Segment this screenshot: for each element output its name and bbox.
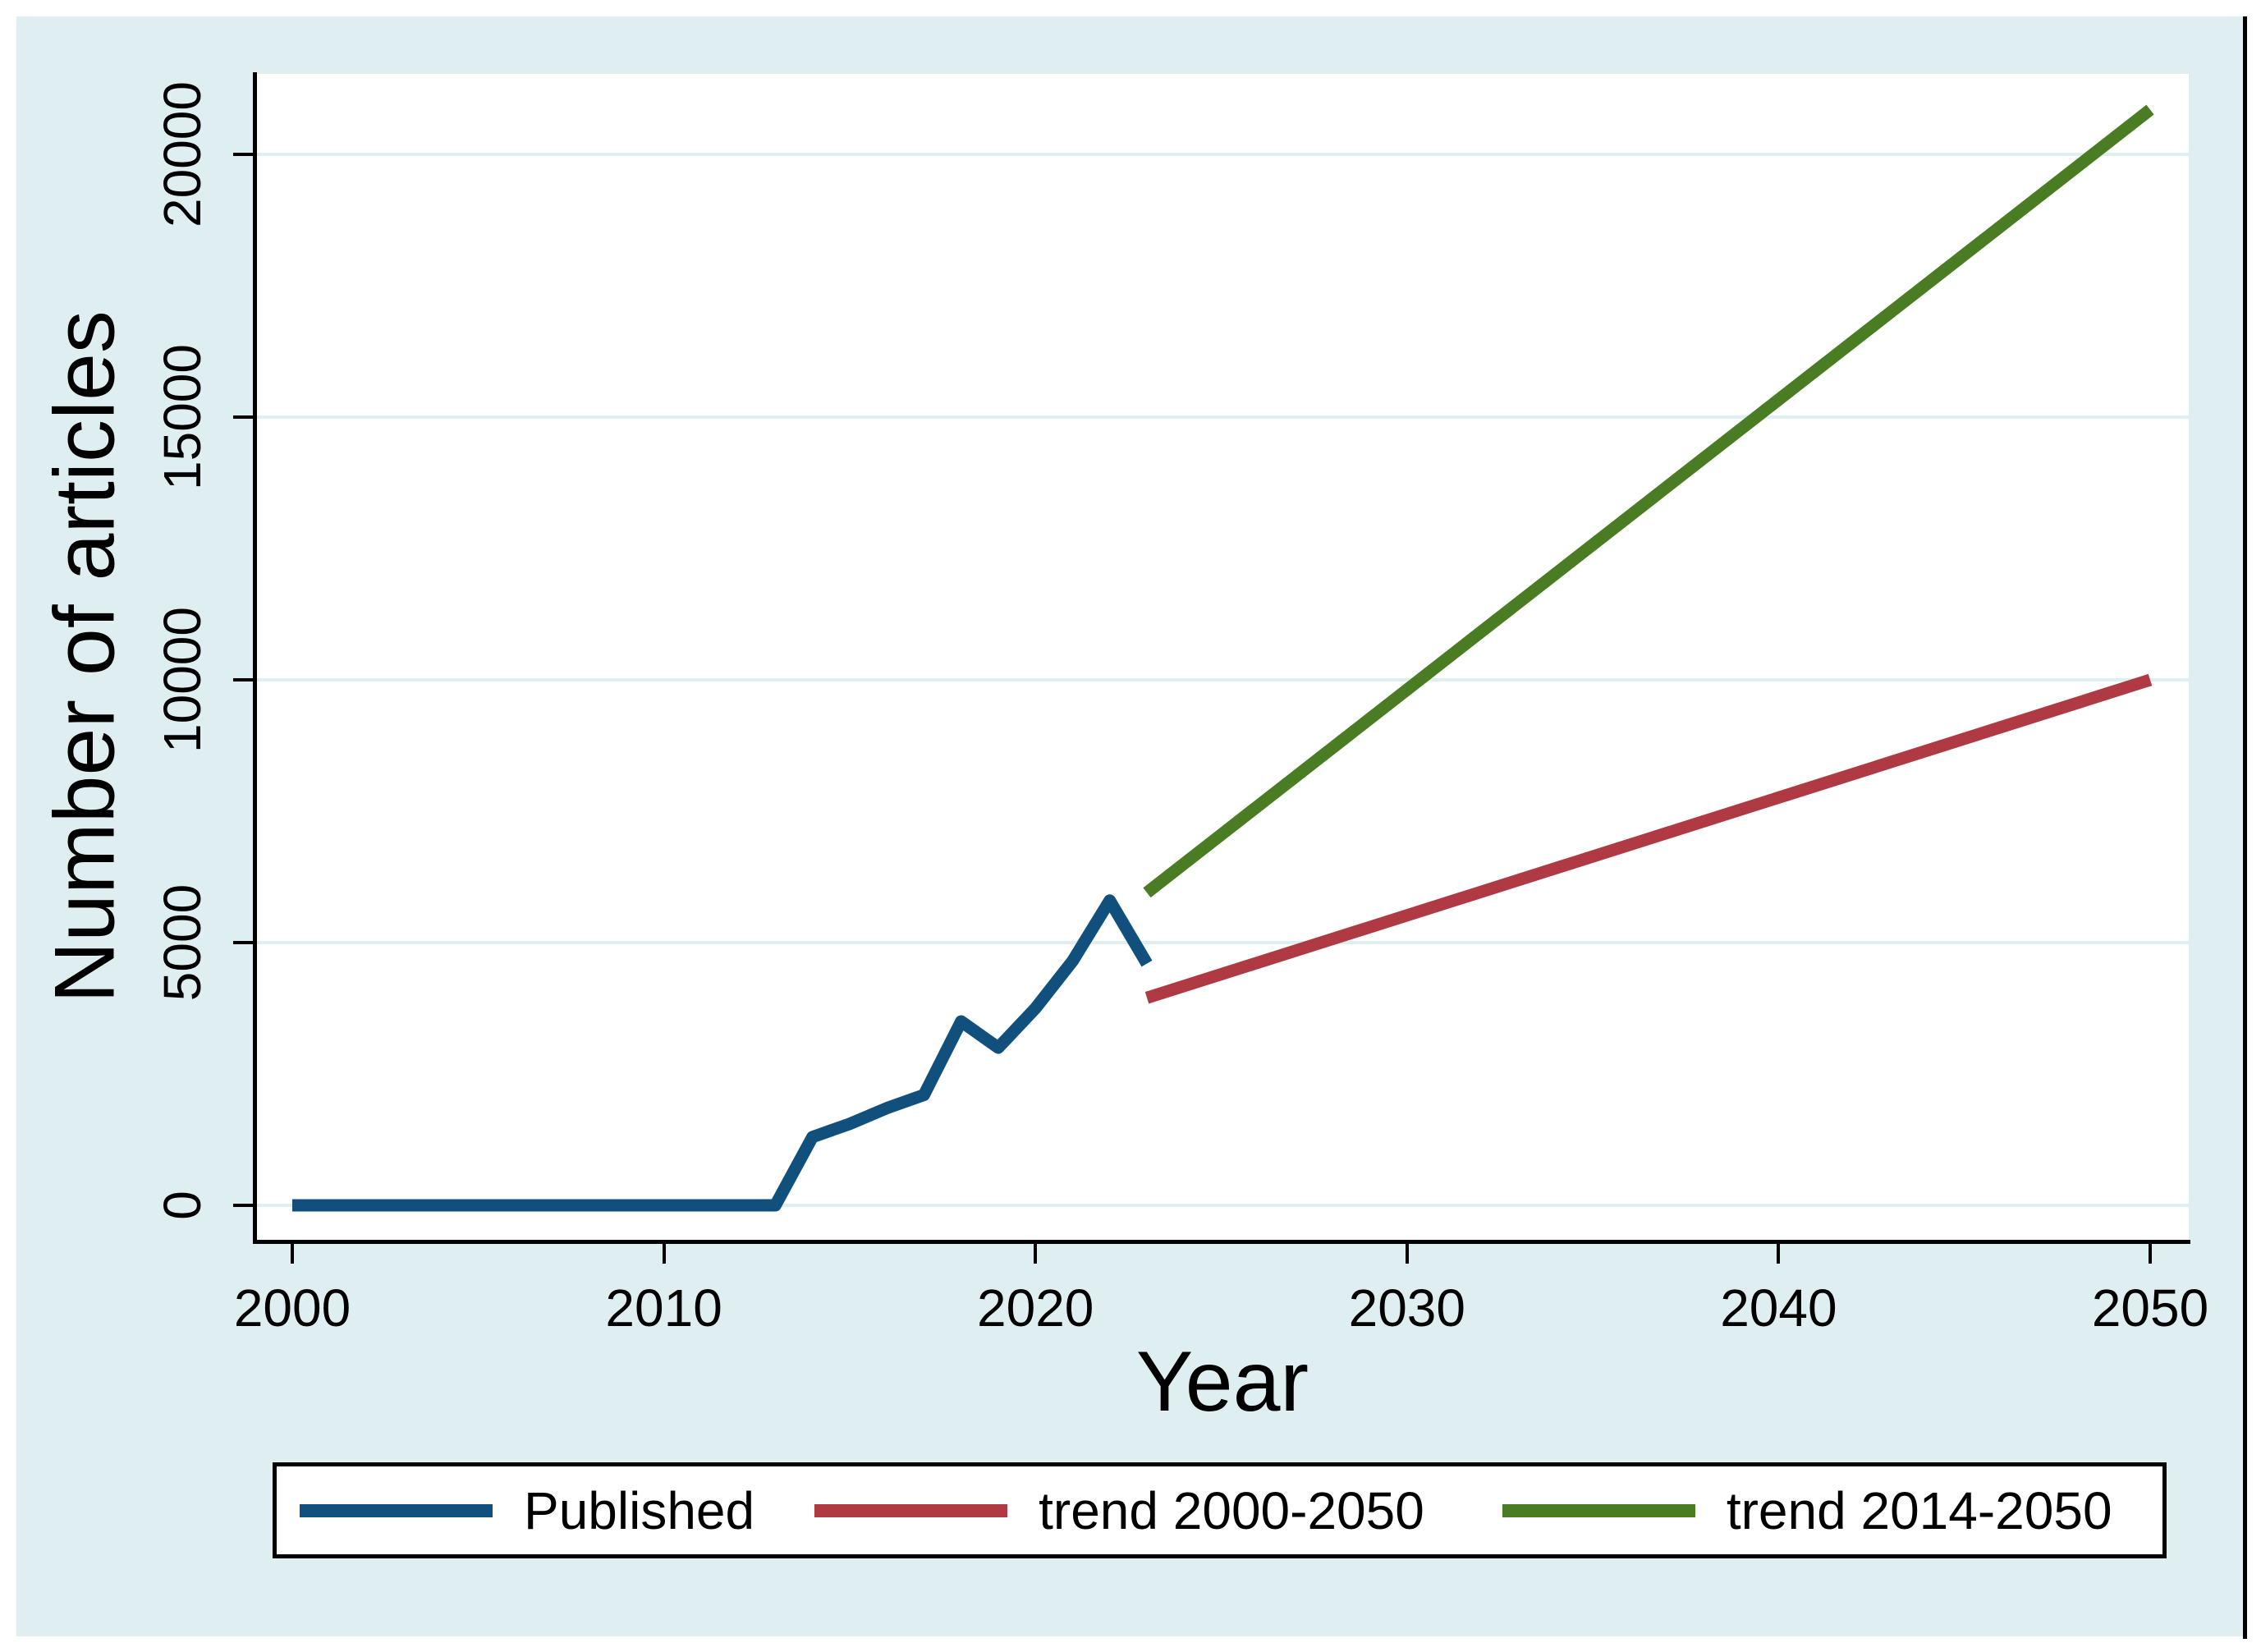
- x-tick-mark: [2149, 1244, 2152, 1264]
- legend-swatch-trend-2014-2050: [1502, 1503, 1695, 1517]
- x-tick-label: 2040: [1720, 1278, 1837, 1338]
- gridline-15000: [257, 415, 2189, 419]
- x-axis-line: [253, 1240, 2190, 1244]
- series-line-trend-2000-2050: [1144, 673, 2153, 1004]
- gridline-0: [257, 1204, 2189, 1207]
- y-axis-title: Number of articles: [37, 310, 133, 1003]
- x-tick-mark: [1405, 1244, 1409, 1264]
- legend-item: Published: [300, 1480, 754, 1541]
- gridline-20000: [257, 153, 2189, 156]
- y-tick-mark: [233, 415, 253, 419]
- legend-swatch-published: [300, 1503, 493, 1517]
- legend-item: trend 2000-2050: [814, 1480, 1424, 1541]
- legend-item: trend 2014-2050: [1502, 1480, 2112, 1541]
- y-axis-line: [253, 72, 257, 1244]
- legend-box: Published trend 2000-2050 trend 2014-2050: [273, 1462, 2167, 1558]
- legend-label: Published: [524, 1480, 755, 1540]
- x-tick-label: 2020: [977, 1278, 1094, 1338]
- page-edge-line: [2243, 16, 2247, 1639]
- plot-area: [257, 74, 2189, 1240]
- y-tick-mark: [233, 678, 253, 681]
- x-tick-label: 2030: [1348, 1278, 1465, 1338]
- y-tick-mark: [233, 153, 253, 156]
- series-line-published: [292, 894, 1153, 1212]
- legend-label: trend 2000-2050: [1039, 1480, 1424, 1540]
- x-tick-label: 2010: [605, 1278, 722, 1338]
- gridline-5000: [257, 941, 2189, 944]
- y-tick-mark: [233, 1204, 253, 1207]
- gridline-10000: [257, 678, 2189, 681]
- series-line-trend-2014-2050: [1143, 104, 2154, 898]
- x-axis-title: Year: [1135, 1334, 1309, 1429]
- x-tick-label: 2050: [2091, 1278, 2209, 1338]
- x-tick-mark: [662, 1244, 666, 1264]
- legend-label: trend 2014-2050: [1726, 1480, 2112, 1540]
- x-tick-label: 2000: [233, 1278, 351, 1338]
- x-tick-mark: [1034, 1244, 1038, 1264]
- x-tick-mark: [1777, 1244, 1781, 1264]
- legend-swatch-trend-2000-2050: [814, 1503, 1008, 1517]
- y-tick-mark: [233, 941, 253, 944]
- x-tick-mark: [291, 1244, 294, 1264]
